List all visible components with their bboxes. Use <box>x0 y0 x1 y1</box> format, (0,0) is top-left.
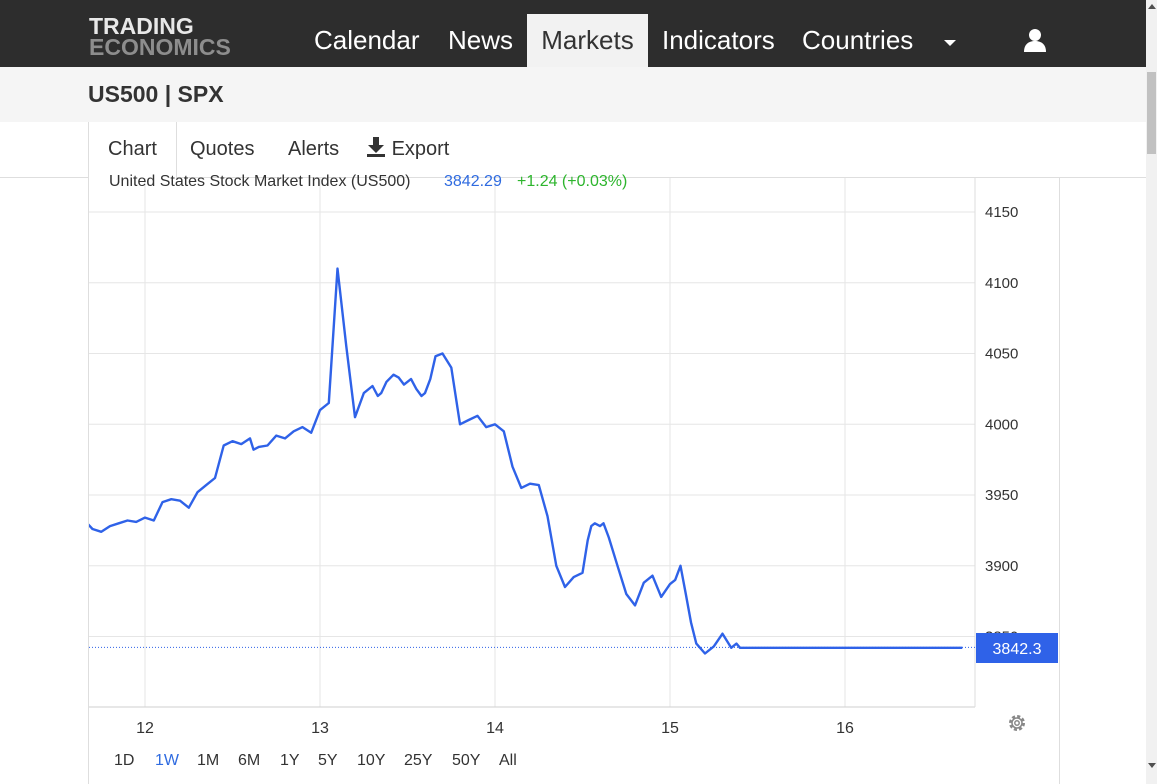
tab-export[interactable]: Export <box>366 122 449 177</box>
range-1w[interactable]: 1W <box>155 752 179 769</box>
range-1d[interactable]: 1D <box>114 752 135 769</box>
range-6m[interactable]: 6M <box>238 752 261 769</box>
x-tick-label: 15 <box>661 720 679 737</box>
tab-quotes[interactable]: Quotes <box>190 138 255 160</box>
tab-bar: Chart Quotes Alerts Export <box>0 122 1146 178</box>
tab-chart[interactable]: Chart <box>88 122 177 178</box>
range-50y[interactable]: 50Y <box>452 752 481 769</box>
range-25y[interactable]: 25Y <box>404 752 433 769</box>
scroll-up-arrow-icon[interactable] <box>1148 4 1156 9</box>
range-10y[interactable]: 10Y <box>357 752 386 769</box>
chart-frame <box>88 178 1060 784</box>
price-tag: 3842.3 <box>976 633 1058 663</box>
scroll-down-arrow-icon[interactable] <box>1148 763 1156 768</box>
chart-change: +1.24 (+0.03%) <box>517 173 627 190</box>
range-1y[interactable]: 1Y <box>280 752 300 769</box>
x-tick-label: 16 <box>836 720 854 737</box>
y-tick-label: 3950 <box>985 487 1018 504</box>
series-line <box>89 267 963 655</box>
user-icon[interactable] <box>1022 27 1048 53</box>
price-tag-label: 3842.3 <box>993 641 1042 658</box>
range-1m[interactable]: 1M <box>197 752 220 769</box>
range-5y[interactable]: 5Y <box>318 752 338 769</box>
logo-line2: ECONOMICS <box>89 34 231 60</box>
x-tick-label: 13 <box>311 720 329 737</box>
tab-alerts[interactable]: Alerts <box>288 138 340 160</box>
y-tick-label: 4150 <box>985 204 1018 221</box>
scroll-thumb[interactable] <box>1147 72 1156 154</box>
nav-countries[interactable]: Countries <box>802 25 914 55</box>
nav-markets[interactable]: Markets <box>527 14 648 67</box>
range-all[interactable]: All <box>499 752 517 769</box>
chart-header: United States Stock Market Index (US500)… <box>109 173 627 190</box>
scrollbar[interactable] <box>1146 0 1157 784</box>
title-bar: US500 | SPX <box>0 67 1146 123</box>
chevron-down-icon[interactable] <box>944 40 956 46</box>
nav-calendar[interactable]: Calendar <box>314 25 420 55</box>
y-tick-label: 4000 <box>985 416 1018 433</box>
chart-last-value: 3842.29 <box>444 173 502 190</box>
chart-grid <box>89 178 976 708</box>
y-axis: 4150410040504000395039003850 <box>985 204 1018 646</box>
y-tick-label: 4100 <box>985 275 1018 292</box>
y-tick-label: 4050 <box>985 346 1018 363</box>
nav-news[interactable]: News <box>448 25 514 55</box>
x-axis: 12 13 14 15 16 <box>136 720 854 737</box>
chart-title: United States Stock Market Index (US500) <box>109 173 410 190</box>
logo-line1: TRADING <box>89 13 194 39</box>
export-label: Export <box>391 138 450 160</box>
gear-icon[interactable] <box>1007 713 1027 733</box>
download-icon <box>367 137 385 157</box>
nav-indicators[interactable]: Indicators <box>662 25 775 55</box>
x-tick-label: 14 <box>486 720 504 737</box>
y-tick-label: 3900 <box>985 558 1018 575</box>
top-navbar: TRADING ECONOMICS Calendar News Markets … <box>0 0 1146 67</box>
x-tick-label: 12 <box>136 720 154 737</box>
page-title: US500 | SPX <box>88 81 224 107</box>
logo[interactable]: TRADING ECONOMICS <box>89 14 264 60</box>
price-tag-box <box>976 633 1058 663</box>
